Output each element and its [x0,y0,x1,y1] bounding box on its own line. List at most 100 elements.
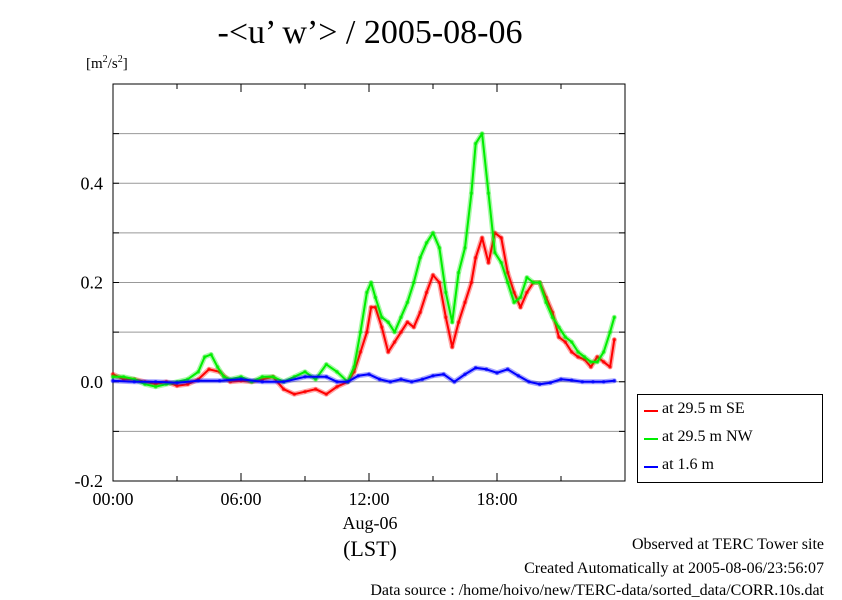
data-point [569,350,574,354]
data-point [369,305,373,310]
data-point [324,374,329,379]
data-point [431,231,435,235]
data-point [386,320,391,325]
x-tick-label: 00:00 [92,489,133,509]
data-point [557,325,561,329]
data-point [612,378,617,383]
data-point [405,300,410,305]
data-point [463,372,467,377]
data-point [505,270,510,275]
data-point [444,315,448,320]
data-point [380,325,384,329]
y-unit-base: [m [86,56,103,72]
y-unit-end: ] [122,56,128,72]
data-point [469,280,474,285]
footer-site: Observed at TERC Tower site [631,536,824,553]
data-point [324,362,329,367]
data-point [576,355,580,359]
data-point [412,325,416,329]
data-point [612,337,617,342]
data-point [486,260,491,265]
x-axis-date-label: Aug-06 [342,513,398,533]
data-point [209,352,213,357]
y-tick-label: 0.0 [81,372,104,392]
data-point [386,350,391,354]
data-point [441,372,446,377]
data-point [239,377,243,382]
data-point [608,365,612,369]
data-point [196,378,201,383]
y-unit-exp2: 2 [117,54,123,65]
data-point [313,377,318,382]
data-point [260,377,265,382]
data-point [582,355,587,359]
data-point [569,378,574,383]
data-point [132,377,137,382]
data-point [377,377,382,382]
data-point [456,270,461,275]
data-point [595,360,600,364]
data-point [217,378,222,383]
data-point [595,355,600,359]
data-point [518,295,523,300]
data-point [303,374,307,379]
series-line-2 [112,366,616,386]
data-point [271,374,275,379]
footer-created: Created Automatically at 2005-08-06/23:5… [524,560,824,577]
data-point [463,300,467,305]
legend-label-low: at 1.6 m [662,456,714,473]
data-point [499,236,504,240]
data-point [612,315,617,320]
data-point [292,392,297,396]
data-point [424,290,429,295]
data-point [456,320,461,325]
data-point [313,387,318,391]
data-point [537,382,542,387]
data-point [392,340,397,344]
chart-title: -<u’ w’> / 2005-08-06 [217,14,523,51]
data-point [493,250,497,255]
legend-swatch-se [644,410,658,412]
data-point [418,255,423,260]
data-point [527,379,531,384]
data-point [557,335,561,339]
footer-source: Data source : /home/hoivo/new/TERC-data/… [370,582,824,599]
data-point [601,379,606,384]
series-line-1 [112,132,616,388]
data-point [576,350,580,354]
data-point [207,367,211,372]
data-point [437,280,442,285]
data-point [420,377,425,382]
data-point [591,379,595,384]
data-point [469,191,474,195]
x-tick-label: 06:00 [220,489,261,509]
data-point [399,330,403,334]
data-point [493,231,497,235]
data-point [392,330,397,334]
data-point [473,366,478,370]
legend: at 29.5 m SE at 29.5 m NW at 1.6 m [637,394,823,483]
data-point [563,340,568,344]
data-point [452,379,457,384]
data-point [424,241,429,245]
data-point [437,245,442,250]
data-point [512,300,516,305]
data-point [175,383,179,388]
data-point [525,290,529,295]
data-point [111,374,115,379]
data-point [185,377,190,382]
y-tick-label: -0.2 [75,471,104,491]
data-point [303,370,307,374]
data-point [512,290,516,295]
data-point [480,131,484,136]
data-point [444,290,448,295]
data-point [531,280,536,285]
data-point [164,382,169,387]
data-point [399,315,403,320]
data-point [537,280,542,285]
data-point [463,245,467,250]
data-point [473,141,478,146]
data-point [589,365,593,369]
data-point [580,379,585,384]
data-point [486,191,491,195]
